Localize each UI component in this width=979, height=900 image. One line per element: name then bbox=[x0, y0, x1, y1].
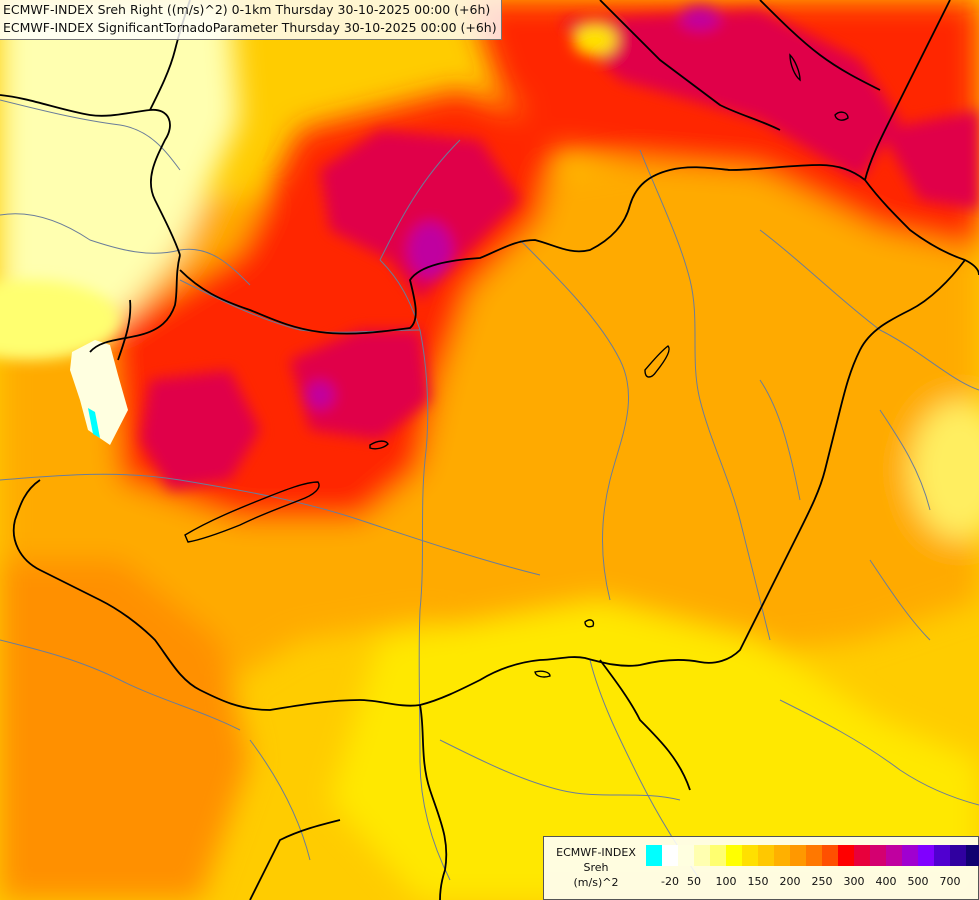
lakes bbox=[184, 53, 849, 678]
legend-swatch bbox=[918, 845, 934, 866]
legend-swatch bbox=[838, 845, 854, 866]
legend-swatch bbox=[726, 845, 742, 866]
legend-swatch bbox=[950, 845, 966, 866]
legend-swatch bbox=[870, 845, 886, 866]
title-line-stp: ECMWF-INDEX SignificantTornadoParameter … bbox=[3, 20, 497, 35]
legend-tick-label: 50 bbox=[687, 875, 701, 888]
legend-tick-label: 300 bbox=[843, 875, 865, 888]
legend-swatch bbox=[806, 845, 822, 866]
legend-swatches bbox=[646, 845, 979, 866]
legend-tick-label: 200 bbox=[779, 875, 801, 888]
legend-tick-label: 400 bbox=[875, 875, 897, 888]
legend-source: ECMWF-INDEX bbox=[556, 846, 636, 859]
legend-param: Sreh bbox=[583, 861, 609, 874]
legend-swatch bbox=[678, 845, 694, 866]
legend-ticks: -20 50 100 150 200 250 300 400 500 700 bbox=[646, 875, 976, 891]
legend-swatch bbox=[774, 845, 790, 866]
legend-tick-label: 250 bbox=[811, 875, 833, 888]
legend-swatch bbox=[854, 845, 870, 866]
title-line-sreh: ECMWF-INDEX Sreh Right ((m/s)^2) 0-1km T… bbox=[3, 2, 491, 17]
legend-swatch bbox=[934, 845, 950, 866]
legend-swatch bbox=[966, 845, 979, 866]
legend-swatch bbox=[886, 845, 902, 866]
legend-swatch bbox=[710, 845, 726, 866]
legend-swatch bbox=[662, 845, 678, 866]
legend-swatch bbox=[694, 845, 710, 866]
legend-label: ECMWF-INDEX Sreh (m/s)^2 bbox=[548, 845, 644, 890]
legend-swatch bbox=[790, 845, 806, 866]
legend-swatch bbox=[742, 845, 758, 866]
color-legend: ECMWF-INDEX Sreh (m/s)^2 -20 50 100 150 200 2… bbox=[543, 836, 979, 900]
legend-tick-label: 500 bbox=[907, 875, 929, 888]
legend-unit: (m/s)^2 bbox=[573, 876, 619, 889]
legend-swatch bbox=[902, 845, 918, 866]
legend-swatch bbox=[646, 845, 662, 866]
map-title: ECMWF-INDEX Sreh Right ((m/s)^2) 0-1km T… bbox=[0, 0, 502, 40]
legend-tick-label: 150 bbox=[747, 875, 769, 888]
legend-swatch bbox=[758, 845, 774, 866]
legend-tick-label: -20 bbox=[661, 875, 679, 888]
legend-tick-label: 100 bbox=[715, 875, 737, 888]
legend-tick-label: 700 bbox=[939, 875, 961, 888]
legend-swatch bbox=[822, 845, 838, 866]
